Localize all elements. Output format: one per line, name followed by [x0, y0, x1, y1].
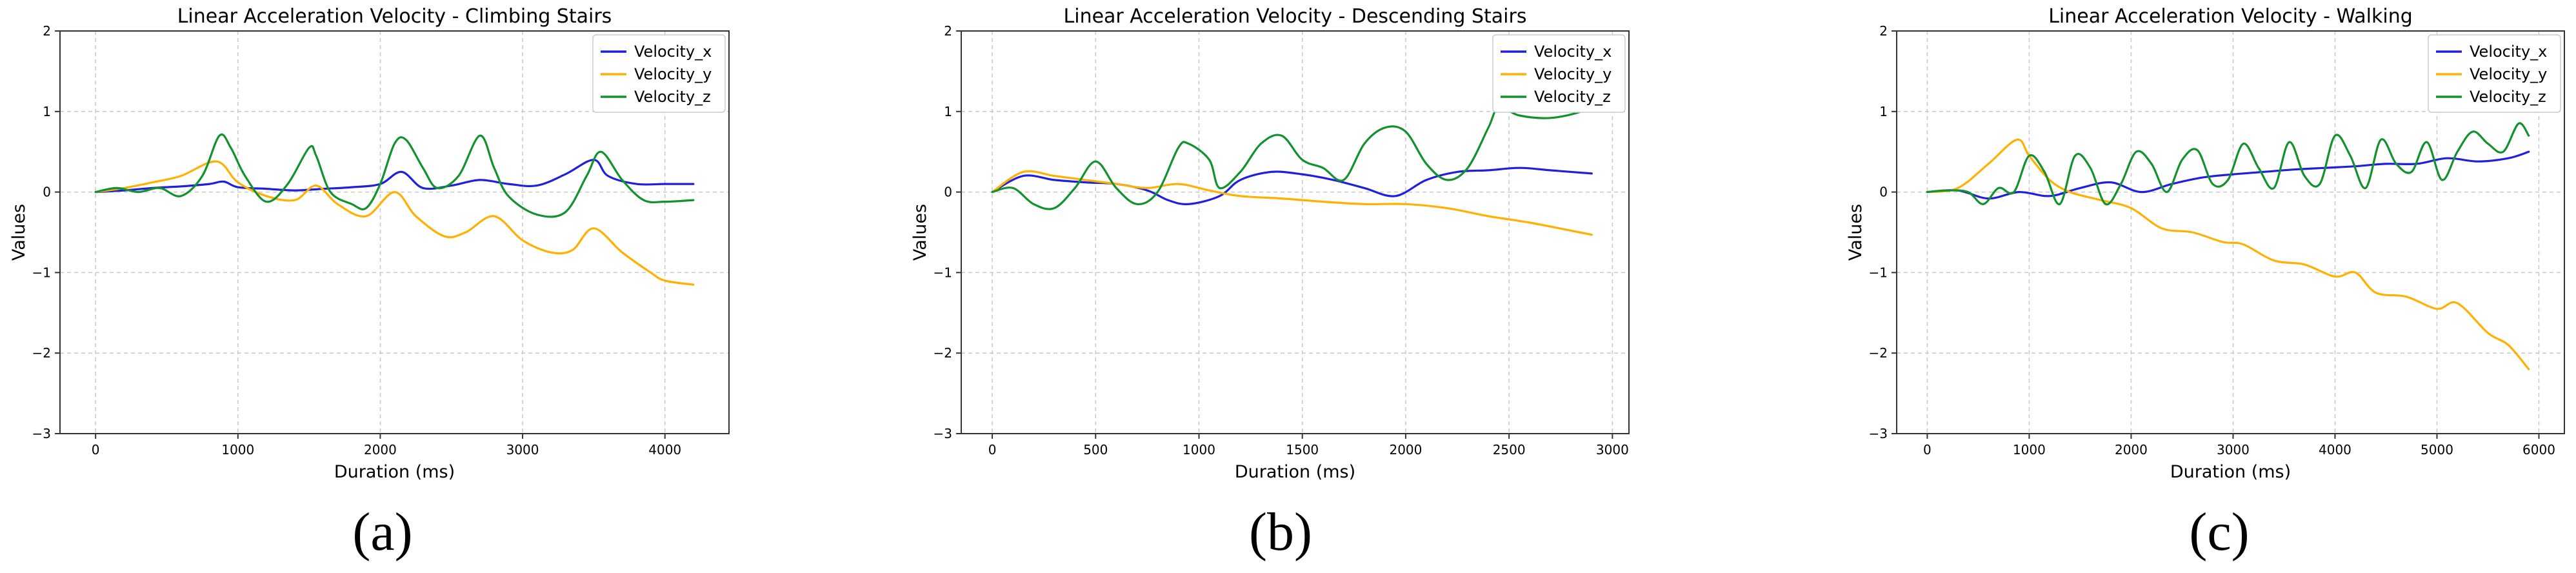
x-tick-label: 1000 [2013, 442, 2046, 457]
legend-label-velocity-z: Velocity_z [1534, 88, 1611, 106]
x-axis-label: Duration (ms) [2170, 462, 2291, 482]
y-tick-label: −2 [1869, 345, 1888, 361]
series-line-velocity-x [1926, 150, 2530, 200]
series-line-velocity-x [94, 159, 695, 194]
x-axis-label: Duration (ms) [1235, 462, 1355, 482]
panel-label: (a) [352, 502, 412, 562]
x-tick-label: 1000 [221, 442, 254, 457]
panel-label: (c) [2189, 502, 2249, 562]
y-tick-label: −3 [934, 426, 952, 441]
panel-walking: 0 1000 2000 3000 4000 5000 6000 −3 −2 −1 0 1 2 Linear… [1846, 5, 2565, 562]
panel-climbing-stairs: 0 1000 2000 3000 4000 −3 −2 −1 0 1 2 Linear Acceler… [9, 5, 730, 562]
x-tick-label: 5000 [2421, 442, 2453, 457]
series-line-velocity-z [1926, 122, 2530, 206]
plot-frame [961, 30, 1630, 434]
series-line-velocity-z [94, 133, 695, 218]
y-tick-label: −1 [934, 265, 952, 280]
y-tick-label: 1 [944, 104, 952, 119]
legend-label-velocity-y: Velocity_y [2470, 65, 2547, 83]
x-tick-label: 0 [1923, 442, 1932, 457]
plot-frame [59, 30, 730, 434]
legend-box [2428, 34, 2561, 113]
y-tick-label: 2 [944, 23, 952, 39]
series-line-velocity-y [1926, 138, 2530, 370]
panel-descending-stairs: 0 500 1000 1500 2000 2500 3000 −3 −2 −1 0 1 2 Linear … [910, 5, 1630, 562]
x-tick-label: 0 [92, 442, 100, 457]
y-tick-label: −2 [934, 345, 952, 361]
y-tick-label: 1 [43, 104, 51, 119]
y-axis-label: Values [910, 204, 930, 261]
x-tick-label: 3000 [2217, 442, 2250, 457]
x-tick-label: 4000 [2319, 442, 2351, 457]
legend-label-velocity-x: Velocity_x [2470, 43, 2547, 61]
x-tick-label: 2000 [364, 442, 397, 457]
x-tick-label: 4000 [648, 442, 681, 457]
y-tick-label: 0 [944, 185, 952, 200]
y-tick-label: 0 [43, 185, 51, 200]
x-tick-label: 2500 [1493, 442, 1526, 457]
series-group [1926, 122, 2530, 370]
legend-label-velocity-x: Velocity_x [634, 43, 712, 61]
y-tick-label: 2 [43, 23, 51, 39]
panel-label: (b) [1249, 502, 1312, 562]
x-tick-label: 2000 [2115, 442, 2148, 457]
series-line-velocity-x [991, 166, 1593, 206]
legend-box [592, 34, 726, 113]
y-tick-label: 2 [1879, 23, 1888, 39]
x-tick-label: 500 [1083, 442, 1108, 457]
x-tick-label: 6000 [2522, 442, 2555, 457]
chart-title: Linear Acceleration Velocity - Descendin… [1064, 5, 1527, 28]
y-tick-label: 1 [1879, 104, 1888, 119]
legend-box [1492, 34, 1626, 113]
plot-frame [1896, 30, 2565, 434]
legend-label-velocity-z: Velocity_z [2470, 88, 2546, 106]
series-line-velocity-y [991, 170, 1593, 236]
y-tick-label: 0 [1879, 185, 1888, 200]
y-axis-label: Values [9, 204, 29, 261]
y-tick-label: −3 [32, 426, 51, 441]
legend-label-velocity-y: Velocity_y [634, 65, 712, 83]
chart-title: Linear Acceleration Velocity - Climbing … [177, 5, 612, 28]
legend: Velocity_x Velocity_y Velocity_z [592, 34, 726, 113]
y-axis-label: Values [1846, 204, 1866, 261]
legend: Velocity_x Velocity_y Velocity_z [2428, 34, 2561, 113]
legend-label-velocity-y: Velocity_y [1534, 65, 1612, 83]
series-line-velocity-y [94, 160, 695, 286]
x-axis-label: Duration (ms) [334, 462, 455, 482]
x-tick-label: 1000 [1183, 442, 1215, 457]
chart-title: Linear Acceleration Velocity - Walking [2048, 5, 2413, 28]
y-tick-label: −1 [32, 265, 51, 280]
legend: Velocity_x Velocity_y Velocity_z [1492, 34, 1626, 113]
legend-label-velocity-x: Velocity_x [1534, 43, 1612, 61]
series-group [991, 102, 1593, 236]
series-line-velocity-z [991, 102, 1593, 210]
y-tick-label: −2 [32, 345, 51, 361]
x-tick-label: 2000 [1389, 442, 1422, 457]
x-tick-label: 0 [988, 442, 997, 457]
x-tick-label: 3000 [1596, 442, 1629, 457]
series-group [94, 133, 695, 286]
x-tick-label: 1500 [1286, 442, 1319, 457]
legend-label-velocity-z: Velocity_z [634, 88, 711, 106]
x-tick-label: 3000 [506, 442, 539, 457]
y-tick-label: −1 [1869, 265, 1888, 280]
y-tick-label: −3 [1869, 426, 1888, 441]
